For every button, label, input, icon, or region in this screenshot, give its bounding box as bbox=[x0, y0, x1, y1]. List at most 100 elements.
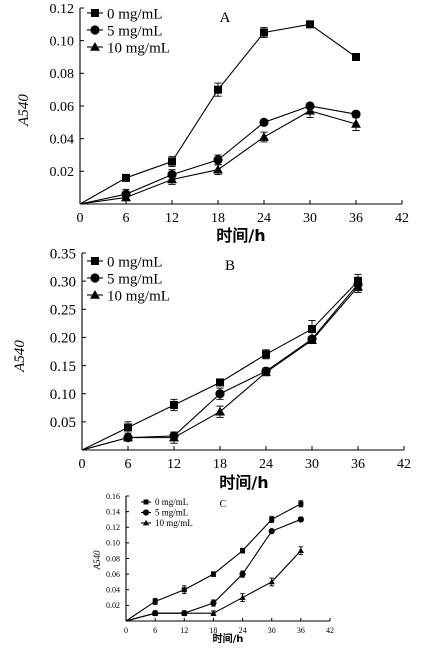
chart-2-series-2-point bbox=[215, 389, 225, 399]
chart-2-legend-label: 5 mg/mL bbox=[107, 271, 162, 287]
chart-2-series-3-point bbox=[261, 367, 271, 377]
chart-1-series-3-point bbox=[351, 118, 361, 128]
chart-2-legend-marker bbox=[90, 289, 100, 299]
chart-3-series-3-point bbox=[297, 547, 304, 554]
chart-2-x-tick-label: 30 bbox=[305, 457, 319, 472]
chart-2-series-1-point bbox=[216, 378, 224, 387]
chart-3-legend-label: 0 mg/mL bbox=[155, 497, 188, 507]
chart-2-y-tick-label: 0.30 bbox=[50, 274, 76, 290]
chart-3-legend-marker bbox=[142, 509, 150, 516]
chart-1-legend-label: 0 mg/mL bbox=[107, 6, 162, 22]
chart-3-series-2-point bbox=[297, 516, 304, 523]
chart-3-series-3-point bbox=[239, 594, 246, 600]
chart-3-y-tick-label: 0.12 bbox=[106, 523, 120, 532]
chart-3-series-3-point bbox=[268, 578, 275, 585]
chart-1-series-3-point bbox=[213, 164, 223, 174]
chart-2-x-tick-label: 42 bbox=[397, 457, 411, 472]
chart-3-series-1-point bbox=[152, 598, 158, 604]
chart-1-legend-marker bbox=[90, 41, 100, 51]
chart-1-y-tick-label: 0.12 bbox=[50, 2, 75, 17]
chart-1-y-tick-label: 0.06 bbox=[50, 100, 75, 115]
chart-1-series-1-point bbox=[168, 157, 176, 166]
chart-2-y-axis-title: A540 bbox=[12, 340, 28, 373]
chart-1-x-tick-label: 0 bbox=[77, 211, 84, 226]
chart-2-series-3-point bbox=[307, 335, 317, 345]
chart-3-x-tick-label: 24 bbox=[239, 626, 247, 635]
chart-2-y-tick-label: 0.15 bbox=[50, 359, 76, 375]
chart-2-series-1-line bbox=[81, 280, 359, 451]
chart-2-y-tick-label: 0.35 bbox=[50, 246, 76, 262]
chart-1-series-3-point bbox=[305, 105, 315, 115]
chart-1-y-tick-label: 0.10 bbox=[50, 35, 75, 50]
chart-1-legend-marker bbox=[90, 25, 100, 35]
chart-3-legend-marker bbox=[143, 499, 149, 505]
chart-3-x-tick-label: 18 bbox=[209, 626, 217, 635]
chart-1-series-2-point bbox=[351, 109, 361, 119]
chart-2-x-tick-label: 12 bbox=[167, 457, 181, 472]
chart-1-x-tick-label: 36 bbox=[349, 211, 363, 226]
chart-1-series-1-point bbox=[352, 53, 360, 61]
chart-2-x-tick-label: 6 bbox=[125, 457, 132, 472]
chart-3-series-2-point bbox=[268, 528, 275, 535]
chart-1-series-1-point bbox=[306, 20, 314, 29]
chart-3-x-tick-label: 6 bbox=[153, 626, 157, 635]
chart-2-series-3-point bbox=[123, 432, 133, 442]
chart-3-series-1-point bbox=[210, 571, 216, 577]
chart-2-y-tick-label: 0.10 bbox=[50, 387, 76, 403]
chart-3-x-tick-label: 0 bbox=[124, 626, 128, 635]
chart-3-x-tick-label: 30 bbox=[268, 626, 276, 635]
chart-2-x-tick-label: 0 bbox=[79, 457, 86, 472]
chart-2-series-3-point bbox=[169, 432, 179, 442]
chart-2-x-tick-label: 24 bbox=[259, 457, 273, 472]
chart-2-y-tick-label: 0.25 bbox=[50, 303, 76, 319]
chart-2-series-1-point bbox=[262, 350, 270, 359]
chart-1-y-tick-label: 0.02 bbox=[50, 165, 75, 180]
chart-1-x-tick-label: 24 bbox=[257, 211, 271, 226]
chart-1-x-tick-label: 30 bbox=[303, 211, 317, 226]
chart-1-x-tick-label: 42 bbox=[395, 211, 409, 226]
chart-2-legend-label: 10 mg/mL bbox=[107, 288, 170, 304]
chart-1-series-2-point bbox=[213, 155, 223, 165]
chart-1-y-tick-label: 0.08 bbox=[50, 67, 75, 82]
chart-3-series-3-point bbox=[210, 610, 217, 616]
chart-3-series-1-point bbox=[298, 501, 304, 507]
chart-2-y-tick-label: 0.20 bbox=[50, 331, 76, 347]
chart-1-legend-label: 10 mg/mL bbox=[107, 40, 170, 56]
chart-1-x-axis-title: 时间/h bbox=[216, 226, 265, 245]
chart-2-legend-marker bbox=[90, 273, 100, 283]
chart-3-series-1-point bbox=[181, 587, 187, 593]
chart-1-series-1-point bbox=[214, 85, 222, 94]
chart-3-panel-letter: C bbox=[220, 499, 227, 510]
chart-3-y-tick-label: 0.02 bbox=[106, 601, 120, 610]
chart-3-y-tick-label: 0.14 bbox=[106, 507, 120, 516]
chart-1-legend-label: 5 mg/mL bbox=[107, 23, 162, 39]
chart-3-legend-marker bbox=[142, 519, 150, 526]
chart-1-series-1-point bbox=[260, 28, 268, 37]
chart-3-series-3-point bbox=[152, 610, 159, 616]
chart-1-legend-marker bbox=[91, 9, 99, 17]
chart-3-x-tick-label: 42 bbox=[326, 626, 334, 635]
chart-1-panel-letter: A bbox=[220, 10, 231, 26]
chart-3-legend-label: 10 mg/mL bbox=[155, 518, 193, 528]
chart-2-series-1-point bbox=[308, 324, 316, 333]
chart-2-x-tick-label: 36 bbox=[351, 457, 365, 472]
chart-2-panel-letter: B bbox=[225, 258, 235, 274]
chart-3-y-tick-label: 0.16 bbox=[106, 492, 120, 501]
chart-1-series-3-point bbox=[259, 131, 269, 141]
chart-3-series-2-point bbox=[239, 571, 246, 578]
chart-2-series-1-point bbox=[170, 400, 178, 409]
chart-2-series-3-point bbox=[215, 406, 225, 416]
chart-2-series-2-line bbox=[81, 283, 359, 451]
chart-1-y-axis-title: A540 bbox=[16, 94, 32, 127]
chart-3-series-3-point bbox=[181, 610, 188, 616]
chart-1-series-3-point bbox=[121, 192, 131, 202]
chart-3-series-1-point bbox=[240, 548, 246, 554]
chart-1-series-1-point bbox=[122, 173, 130, 182]
chart-1-x-tick-label: 18 bbox=[211, 211, 225, 226]
chart-2-series-3-point bbox=[353, 281, 363, 291]
chart-3-y-tick-label: 0.10 bbox=[106, 539, 120, 548]
chart-1-series-3-point bbox=[167, 174, 177, 184]
chart-1-y-tick-label: 0.04 bbox=[50, 133, 75, 148]
chart-2-series-1-point bbox=[124, 423, 132, 432]
